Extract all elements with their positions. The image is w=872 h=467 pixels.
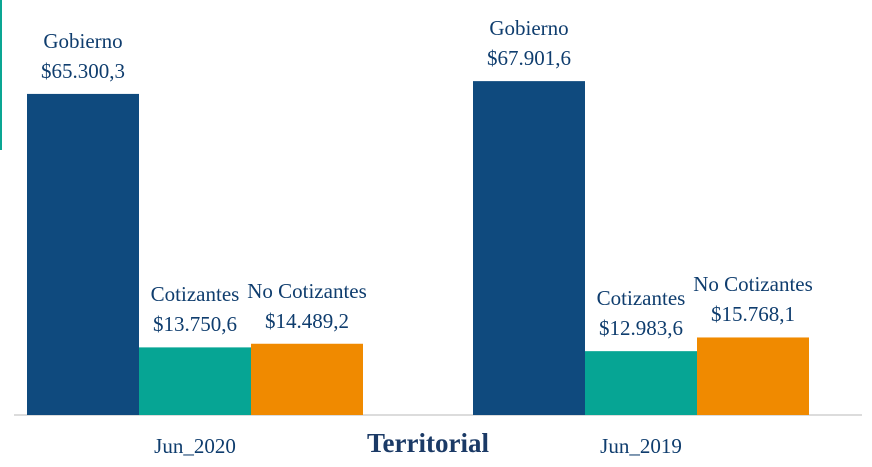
data-label: No Cotizantes $14.489,2	[245, 276, 369, 336]
series-name: Gobierno	[489, 16, 569, 41]
data-label: No Cotizantes $15.768,1	[691, 269, 815, 329]
bar	[697, 337, 809, 415]
bar	[473, 81, 585, 415]
value-label: $14.489,2	[265, 308, 349, 333]
x-axis-label: Territorial	[367, 428, 489, 458]
bar	[139, 347, 251, 415]
value-label: $15.768,1	[711, 302, 795, 327]
bar	[251, 343, 363, 415]
x-tick-label: Jun_2019	[600, 434, 682, 458]
value-label: $13.750,6	[153, 312, 237, 337]
data-label: Gobierno $67.901,6	[467, 13, 591, 73]
series-name: Gobierno	[43, 28, 123, 53]
data-label: Cotizantes $13.750,6	[133, 279, 257, 339]
bar	[585, 351, 697, 415]
series-name: Cotizantes	[596, 286, 686, 311]
data-label: Cotizantes $12.983,6	[579, 283, 703, 343]
bar	[27, 93, 139, 415]
x-tick-label: Jun_2020	[154, 434, 236, 458]
value-label: $67.901,6	[487, 46, 571, 71]
data-label: Gobierno $65.300,3	[21, 26, 145, 86]
series-name: No Cotizantes	[693, 272, 813, 297]
series-name: Cotizantes	[150, 282, 240, 307]
value-label: $65.300,3	[41, 58, 125, 83]
series-name: No Cotizantes	[247, 278, 367, 303]
value-label: $12.983,6	[599, 316, 683, 341]
